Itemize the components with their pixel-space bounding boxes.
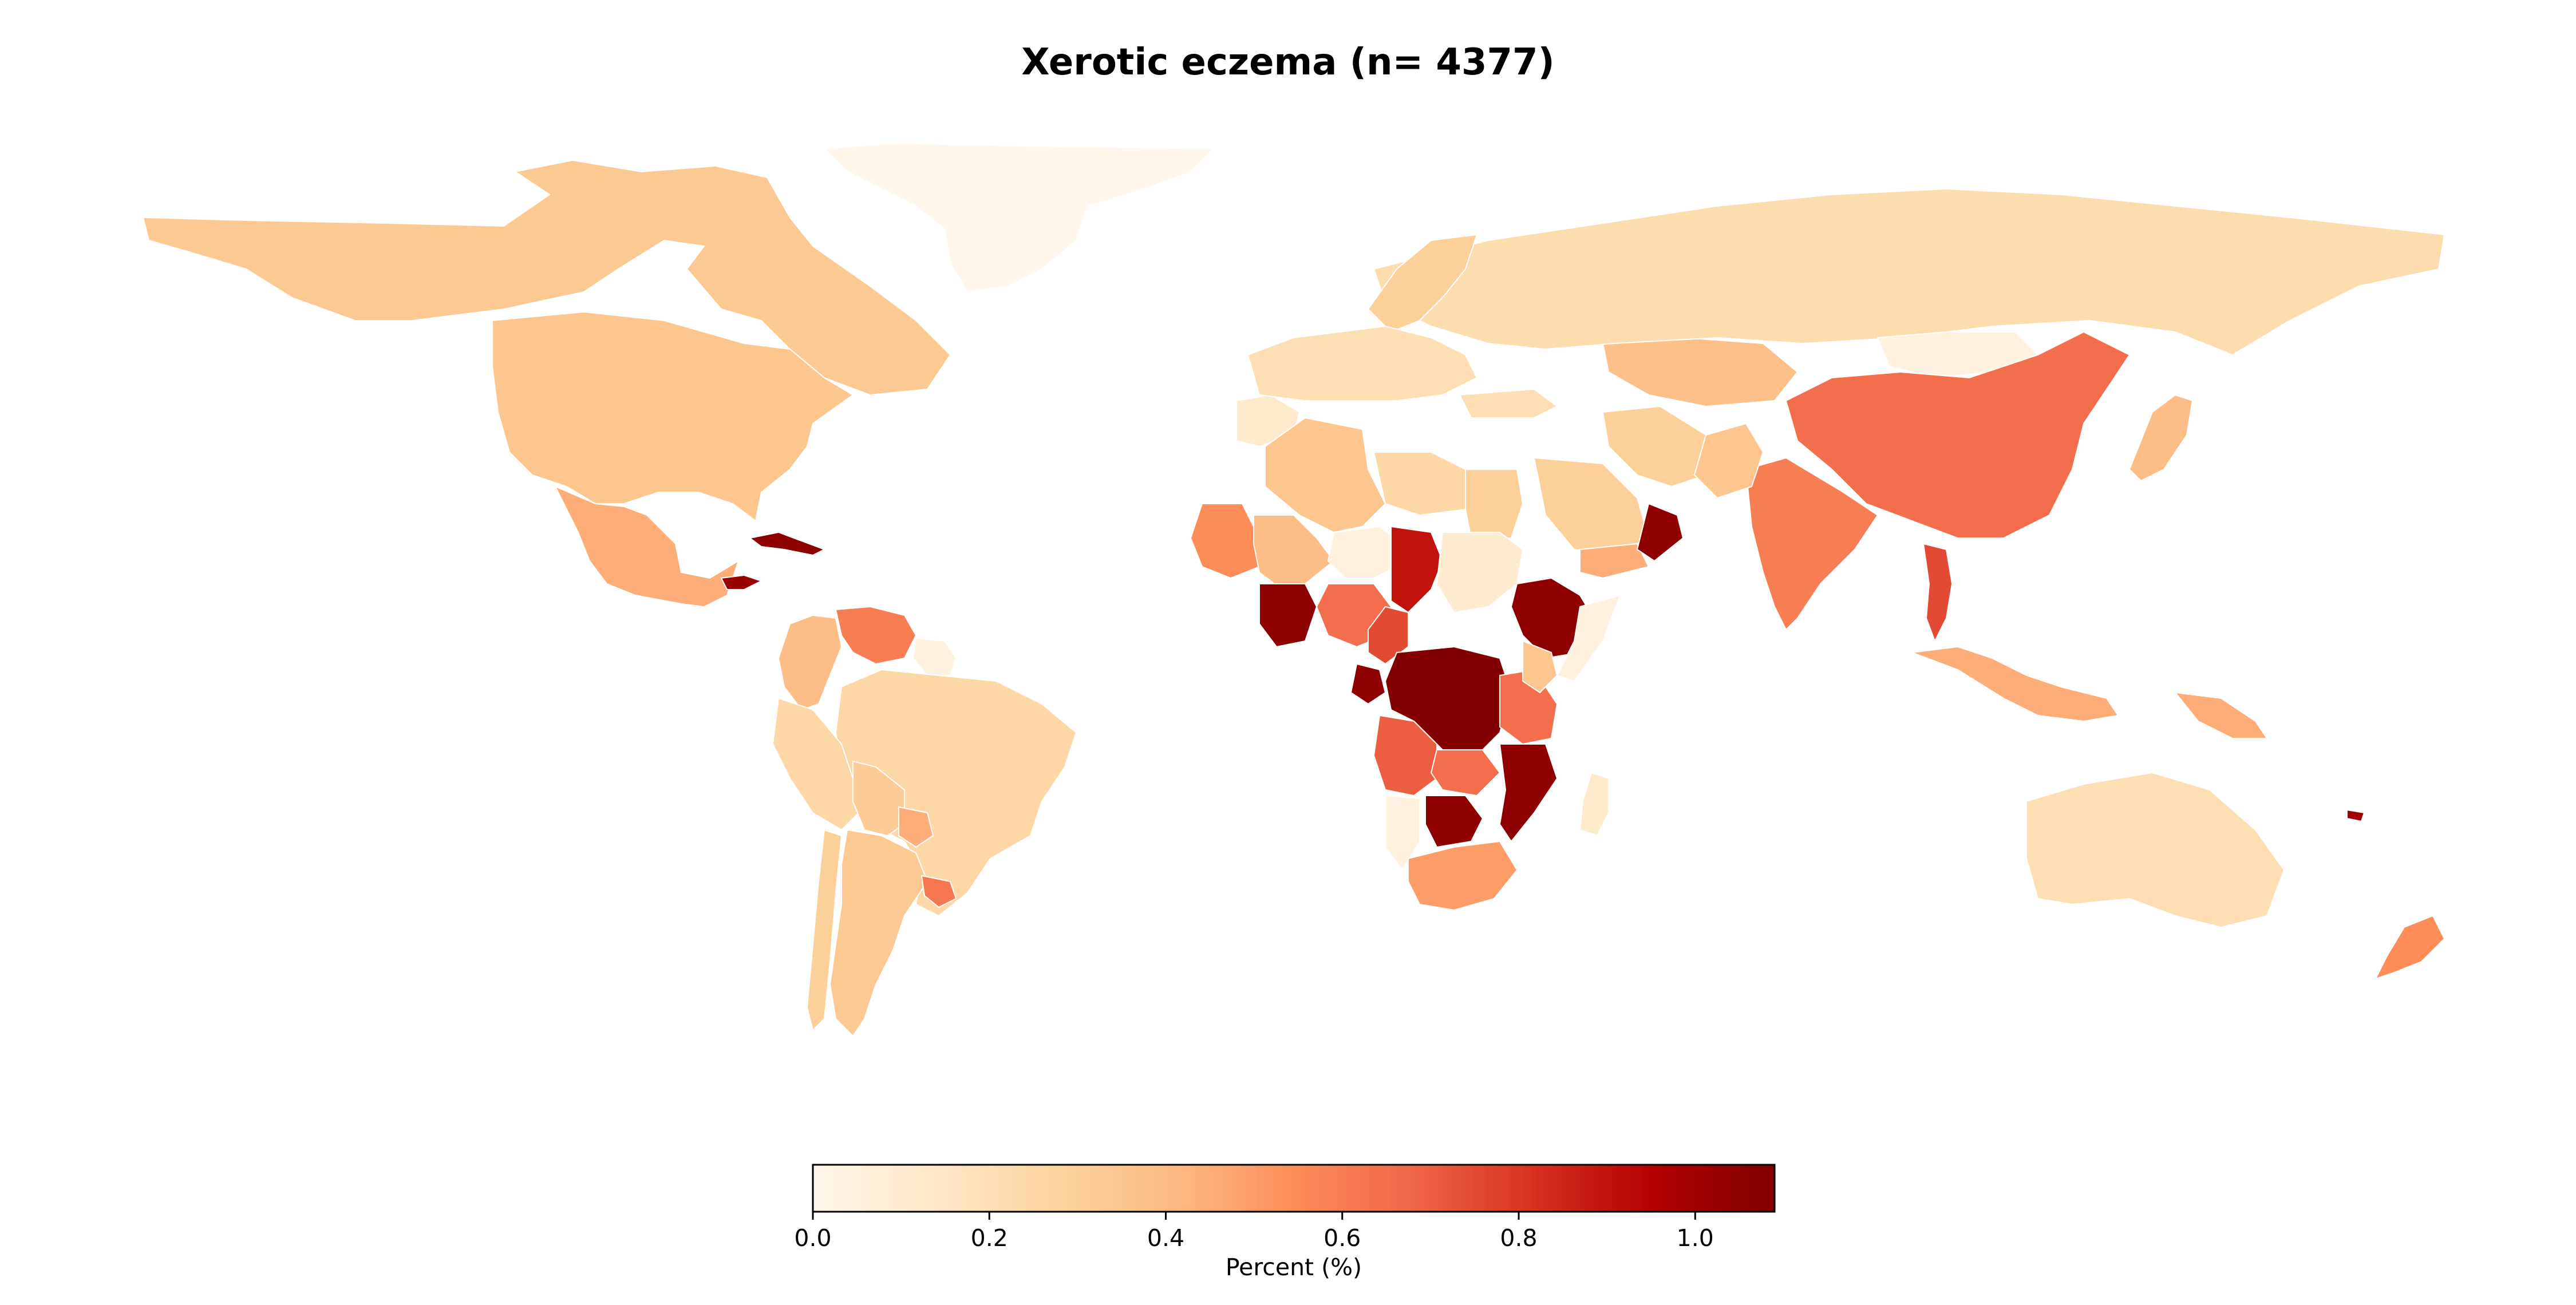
colorbar-tick-label: 0.4 — [1147, 1224, 1184, 1252]
country-europe — [1247, 325, 1478, 401]
country-canada — [142, 159, 951, 396]
country-turkey — [1459, 388, 1558, 418]
country-algeria — [1265, 417, 1386, 533]
country-fiji — [2346, 809, 2365, 822]
country-saudi-arabia — [1533, 457, 1650, 556]
country-gabon — [1350, 663, 1386, 705]
country-kenya — [1522, 640, 1558, 694]
country-china — [1785, 331, 2131, 539]
country-yemen — [1579, 543, 1650, 579]
country-kazakhstan — [1602, 337, 1799, 408]
country-angola — [1373, 714, 1437, 797]
country-uruguay — [920, 875, 957, 908]
country-guyana — [912, 637, 957, 676]
country-paraguay — [898, 806, 934, 848]
colorbar-ticks: 0.0 0.2 0.4 0.6 0.8 1.0 — [794, 1212, 1714, 1252]
map-title: Xerotic eczema (n= 4377) — [1021, 41, 1555, 84]
country-chad — [1390, 525, 1444, 614]
country-venezuela — [835, 606, 917, 665]
country-iran — [1602, 405, 1706, 488]
country-south-africa — [1408, 840, 1518, 911]
country-thailand — [1922, 543, 1953, 643]
colorbar-gradient — [812, 1164, 1776, 1213]
country-ghana — [1259, 583, 1318, 648]
country-mexico — [554, 485, 740, 608]
colorbar-tick-label: 0.6 — [1323, 1224, 1361, 1252]
country-papua-new-guinea — [2174, 691, 2268, 739]
country-mauritania — [1190, 503, 1261, 579]
country-russia — [1373, 188, 2445, 356]
colorbar-tick-label: 0.8 — [1500, 1224, 1537, 1252]
country-argentina — [829, 829, 929, 1037]
colorbar-tick-label: 0.2 — [971, 1224, 1008, 1252]
country-pakistan — [1693, 422, 1764, 499]
country-zambia — [1430, 749, 1501, 797]
country-niger — [1327, 525, 1404, 579]
colorbar: 0.0 0.2 0.4 0.6 0.8 1.0 — [794, 1164, 1776, 1252]
country-somalia — [1556, 594, 1621, 682]
country-scandinavia — [1367, 234, 1478, 333]
country-peru — [772, 697, 860, 831]
colorbar-tick-label: 1.0 — [1677, 1224, 1714, 1252]
country-layer — [142, 142, 2445, 1037]
country-india — [1745, 457, 1879, 631]
country-mozambique — [1499, 744, 1558, 843]
country-japan — [2128, 394, 2194, 482]
country-cameroon — [1368, 606, 1409, 665]
country-bolivia — [852, 760, 905, 837]
country-botswana — [1425, 795, 1484, 848]
country-egypt — [1465, 469, 1524, 539]
country-united-states — [492, 311, 854, 522]
colorbar-label: Percent (%) — [1225, 1253, 1362, 1281]
country-chile — [806, 829, 843, 1031]
country-libya — [1373, 452, 1466, 516]
country-indonesia — [1911, 646, 2119, 722]
country-colombia — [777, 614, 843, 711]
country-madagascar — [1579, 772, 1609, 837]
country-sudan — [1436, 532, 1524, 614]
country-australia — [2026, 772, 2285, 928]
country-honduras — [720, 574, 763, 590]
colorbar-tick-label: 0.0 — [794, 1224, 831, 1252]
country-namibia — [1385, 794, 1420, 871]
country-greenland — [823, 142, 1215, 293]
country-new-zealand — [2374, 915, 2445, 980]
country-cuba — [748, 531, 826, 556]
country-oman — [1636, 503, 1684, 562]
